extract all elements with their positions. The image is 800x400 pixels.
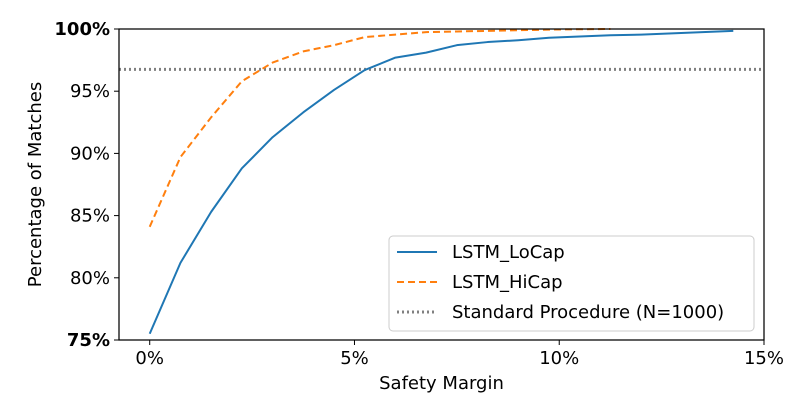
ticks-layer: 0% 5% 10% 15% 75% 80% 85% 90% 95% 100% <box>54 19 784 369</box>
y-tick-label: 95% <box>70 81 110 102</box>
y-tick-label: 85% <box>70 206 110 227</box>
legend-box <box>388 235 755 332</box>
y-axis-label: Percentage of Matches <box>25 82 46 287</box>
plot-frame <box>118 28 765 341</box>
legend: LSTM_LoCap LSTM_HiCap Standard Procedure… <box>388 235 755 332</box>
x-axis-label: Safety Margin <box>379 373 504 394</box>
data-layer <box>119 28 764 335</box>
x-tick-label: 0% <box>135 348 164 369</box>
x-tick-label: 15% <box>744 348 784 369</box>
series-line-lstm-hicap <box>148 28 611 228</box>
series-line-lstm-locap <box>148 29 734 335</box>
legend-label-lstm-locap: LSTM_LoCap <box>452 242 565 263</box>
legend-label-standard-procedure: Standard Procedure (N=1000) <box>452 302 724 323</box>
y-tick-label: 80% <box>70 268 110 289</box>
y-tick-label: 90% <box>70 143 110 164</box>
x-tick-label: 5% <box>340 348 369 369</box>
x-tick-label: 10% <box>539 348 579 369</box>
y-tick-label: 100% <box>54 19 110 40</box>
y-tick-label: 75% <box>67 330 110 351</box>
legend-label-lstm-hicap: LSTM_HiCap <box>452 272 563 293</box>
